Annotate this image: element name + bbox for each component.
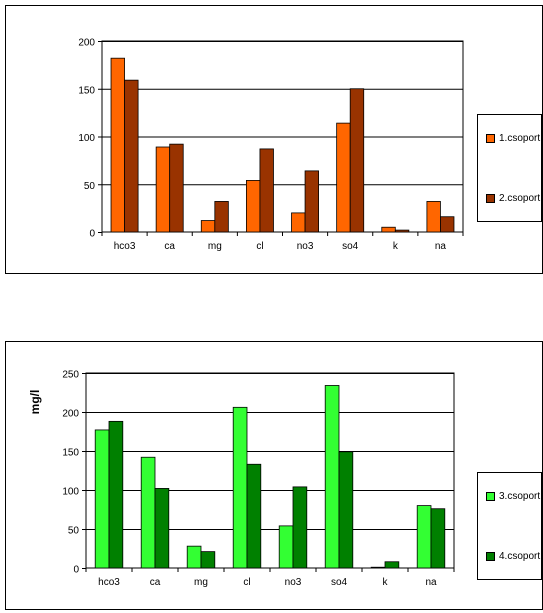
x-tick-label: hco3	[114, 241, 136, 252]
bar	[246, 463, 262, 569]
x-tick-label: no3	[285, 577, 302, 588]
legend-label-series-3: 3.csoport	[499, 491, 541, 502]
bar	[338, 451, 354, 569]
bar	[232, 406, 248, 569]
legend-label-series-4: 4.csoport	[499, 551, 541, 562]
bar	[110, 57, 125, 233]
y-tick-label: 200	[62, 409, 79, 420]
y-tick-label: 150	[78, 85, 95, 96]
bar	[394, 229, 410, 233]
bar	[440, 216, 455, 233]
y-tick-label: 100	[62, 487, 79, 498]
bar	[155, 146, 171, 233]
y-tick-label: 200	[78, 38, 95, 49]
x-tick-label: ca	[150, 577, 161, 588]
bar	[124, 79, 139, 233]
x-tick-label: mg	[194, 577, 208, 588]
bar	[370, 566, 386, 569]
bar	[214, 201, 229, 233]
bar	[186, 545, 202, 569]
bar	[349, 88, 365, 233]
bar	[278, 525, 294, 569]
chart-2-plot: mg/l 0 50 100 150 200 250 hco3 ca mg cl no3 so4 k na	[28, 370, 455, 588]
bar	[416, 505, 432, 569]
y-tick-label: 0	[89, 229, 95, 240]
chart-1-legend: 1.csoport 2.csoport	[477, 114, 542, 222]
y-tick-label: 0	[73, 565, 79, 576]
bar	[154, 488, 170, 569]
legend-item-series-2: 2.csoport	[486, 193, 540, 204]
bar	[381, 226, 396, 233]
y-tick-label: 150	[62, 448, 79, 459]
legend-label-series-1: 1.csoport	[499, 133, 541, 144]
x-tick-label: na	[435, 241, 447, 252]
x-tick-label: cl	[243, 577, 250, 588]
y-tick-label: 50	[68, 526, 80, 537]
chart-2-legend: 3.csoport 4.csoport	[477, 472, 542, 580]
x-tick-label: k	[393, 241, 399, 252]
bar	[169, 143, 184, 233]
bar	[259, 148, 274, 233]
bar	[140, 456, 156, 569]
chart-1: 0 50 100 150 200 hco3 ca mg cl no3 so4 k na 1.csopor…	[5, 5, 543, 274]
bar	[108, 420, 124, 569]
y-tick-label: 50	[84, 181, 96, 192]
legend-item-series-4: 4.csoport	[486, 551, 540, 562]
bar	[324, 385, 340, 569]
bar	[384, 561, 400, 569]
legend-swatch-series-2	[486, 194, 495, 203]
x-tick-label: so4	[331, 577, 348, 588]
x-tick-label: k	[383, 577, 389, 588]
bar	[94, 429, 110, 569]
bar	[336, 122, 351, 233]
chart-1-plot: 0 50 100 150 200 hco3 ca mg cl no3 so4 k na	[78, 38, 464, 252]
bar	[200, 551, 216, 569]
legend-swatch-series-4	[486, 552, 495, 561]
bar	[292, 486, 308, 569]
bar	[426, 201, 441, 233]
x-tick-label: so4	[342, 241, 359, 252]
bar	[291, 212, 306, 233]
x-tick-label: ca	[164, 241, 175, 252]
legend-label-series-2: 2.csoport	[499, 193, 541, 204]
legend-swatch-series-1	[486, 134, 495, 143]
legend-item-series-1: 1.csoport	[486, 133, 540, 144]
legend-item-series-3: 3.csoport	[486, 491, 540, 502]
bar	[245, 180, 261, 233]
y-tick-label: 100	[78, 133, 95, 144]
x-tick-label: no3	[297, 241, 314, 252]
x-tick-label: hco3	[98, 577, 120, 588]
x-tick-label: cl	[256, 241, 263, 252]
x-tick-label: mg	[208, 241, 222, 252]
y-tick-label: 250	[62, 370, 79, 381]
chart-2: mg/l 0 50 100 150 200 250 hco3 ca mg cl no3 so4 k na …	[5, 341, 543, 610]
x-tick-label: na	[425, 577, 437, 588]
legend-swatch-series-3	[486, 492, 495, 501]
bar	[200, 220, 216, 233]
bar	[430, 508, 446, 569]
bar	[304, 170, 320, 233]
y-axis-title: mg/l	[28, 390, 42, 415]
